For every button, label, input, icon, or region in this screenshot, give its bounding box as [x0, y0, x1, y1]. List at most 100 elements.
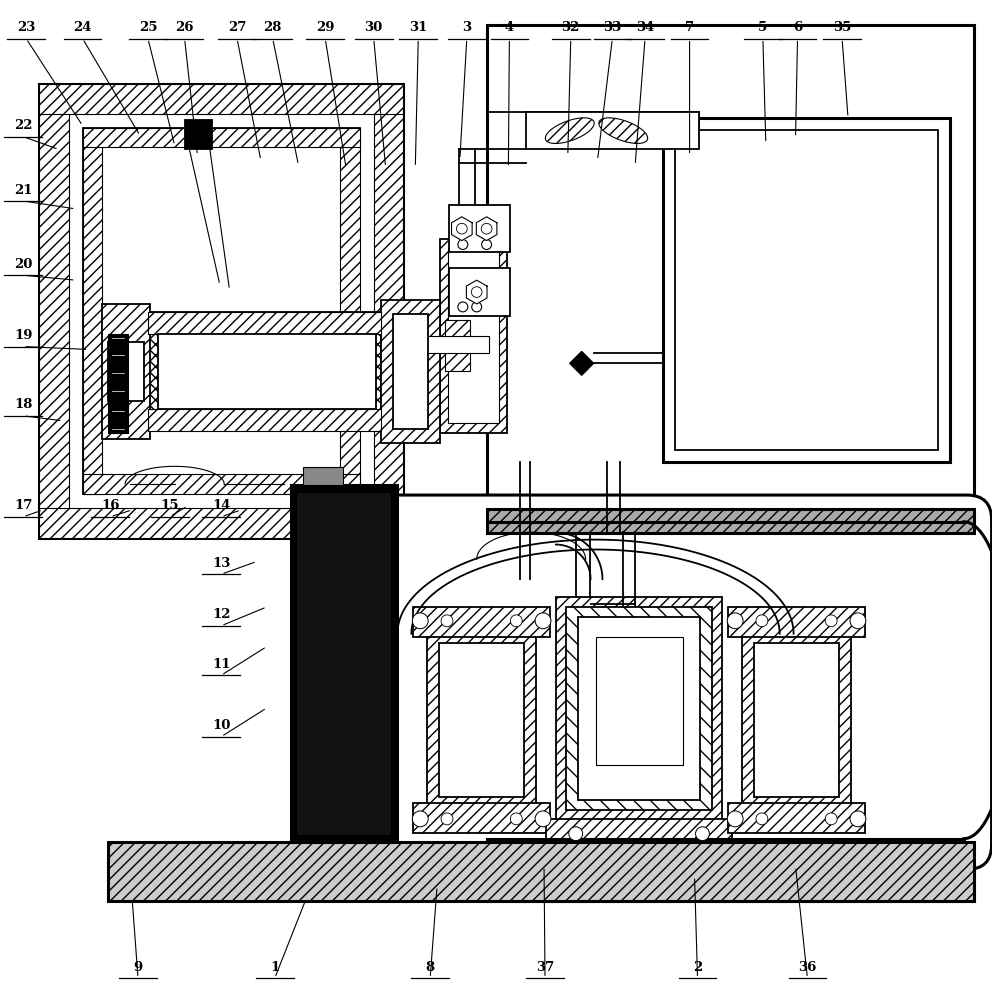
- Circle shape: [412, 613, 428, 629]
- Text: 37: 37: [536, 961, 554, 974]
- Text: 6: 6: [792, 21, 802, 34]
- Polygon shape: [452, 217, 472, 241]
- Text: 7: 7: [685, 21, 694, 34]
- Bar: [578, 617, 700, 800]
- Text: 30: 30: [364, 21, 383, 34]
- Polygon shape: [467, 280, 487, 304]
- Bar: [82, 128, 359, 494]
- Bar: [148, 312, 380, 431]
- Bar: [392, 314, 428, 429]
- Text: 26: 26: [176, 21, 194, 34]
- Ellipse shape: [599, 118, 647, 143]
- Bar: [526, 112, 699, 149]
- Circle shape: [535, 613, 551, 629]
- Text: 36: 36: [798, 961, 816, 974]
- Text: 14: 14: [212, 499, 230, 512]
- Bar: [39, 84, 403, 538]
- Bar: [445, 320, 470, 371]
- Bar: [663, 118, 950, 462]
- Text: 20: 20: [14, 258, 33, 271]
- Bar: [373, 84, 403, 538]
- Bar: [413, 607, 550, 637]
- Circle shape: [510, 615, 522, 627]
- Circle shape: [458, 240, 468, 249]
- Bar: [82, 474, 359, 494]
- Text: 5: 5: [759, 21, 768, 34]
- Bar: [39, 84, 403, 114]
- Bar: [39, 84, 69, 538]
- Ellipse shape: [545, 118, 594, 143]
- Text: 15: 15: [161, 499, 179, 512]
- Circle shape: [482, 223, 492, 234]
- Text: 3: 3: [462, 21, 472, 34]
- Bar: [449, 205, 510, 252]
- Bar: [427, 631, 536, 809]
- Polygon shape: [570, 351, 594, 375]
- Text: 21: 21: [14, 184, 33, 197]
- Text: 2: 2: [693, 961, 702, 974]
- Text: 1: 1: [270, 961, 279, 974]
- Bar: [566, 607, 712, 810]
- Circle shape: [482, 240, 492, 249]
- Text: 32: 32: [562, 21, 580, 34]
- Bar: [108, 342, 144, 401]
- Bar: [158, 334, 375, 409]
- Text: 13: 13: [213, 557, 230, 570]
- Polygon shape: [477, 217, 496, 241]
- Text: 16: 16: [101, 499, 119, 512]
- Circle shape: [472, 287, 482, 297]
- Circle shape: [756, 813, 768, 825]
- Bar: [674, 130, 938, 450]
- Text: 33: 33: [603, 21, 622, 34]
- Circle shape: [850, 811, 866, 827]
- Circle shape: [441, 813, 453, 825]
- Bar: [340, 128, 359, 494]
- Circle shape: [727, 811, 743, 827]
- Bar: [596, 637, 682, 765]
- Circle shape: [825, 813, 837, 825]
- Bar: [413, 803, 550, 833]
- Circle shape: [727, 613, 743, 629]
- Bar: [440, 239, 507, 433]
- Bar: [291, 485, 397, 842]
- Bar: [546, 819, 732, 847]
- Bar: [556, 597, 722, 825]
- Bar: [427, 336, 489, 353]
- Text: 22: 22: [14, 119, 33, 132]
- Bar: [108, 334, 128, 433]
- Text: 34: 34: [636, 21, 654, 34]
- Bar: [39, 508, 403, 538]
- Text: 17: 17: [14, 499, 33, 512]
- Bar: [108, 842, 974, 901]
- Bar: [439, 643, 524, 797]
- Text: 29: 29: [316, 21, 335, 34]
- Text: 12: 12: [212, 608, 230, 621]
- Bar: [148, 409, 380, 431]
- Text: 27: 27: [227, 21, 246, 34]
- Bar: [487, 25, 974, 901]
- Text: 11: 11: [212, 658, 230, 671]
- Bar: [449, 268, 510, 316]
- Bar: [102, 304, 150, 439]
- Text: 25: 25: [139, 21, 157, 34]
- Bar: [82, 128, 102, 494]
- Text: 18: 18: [14, 398, 33, 411]
- Bar: [304, 467, 343, 485]
- Text: 31: 31: [409, 21, 427, 34]
- Bar: [728, 607, 865, 637]
- Circle shape: [457, 223, 467, 234]
- Bar: [297, 492, 390, 835]
- Circle shape: [695, 827, 709, 841]
- Bar: [754, 643, 839, 797]
- Text: 28: 28: [263, 21, 282, 34]
- Bar: [742, 631, 851, 809]
- Bar: [185, 120, 213, 149]
- Text: 10: 10: [213, 719, 230, 732]
- Bar: [82, 128, 359, 147]
- Text: 4: 4: [504, 21, 514, 34]
- Circle shape: [825, 615, 837, 627]
- Circle shape: [472, 302, 482, 312]
- Bar: [148, 312, 380, 334]
- Circle shape: [412, 811, 428, 827]
- Text: 24: 24: [73, 21, 91, 34]
